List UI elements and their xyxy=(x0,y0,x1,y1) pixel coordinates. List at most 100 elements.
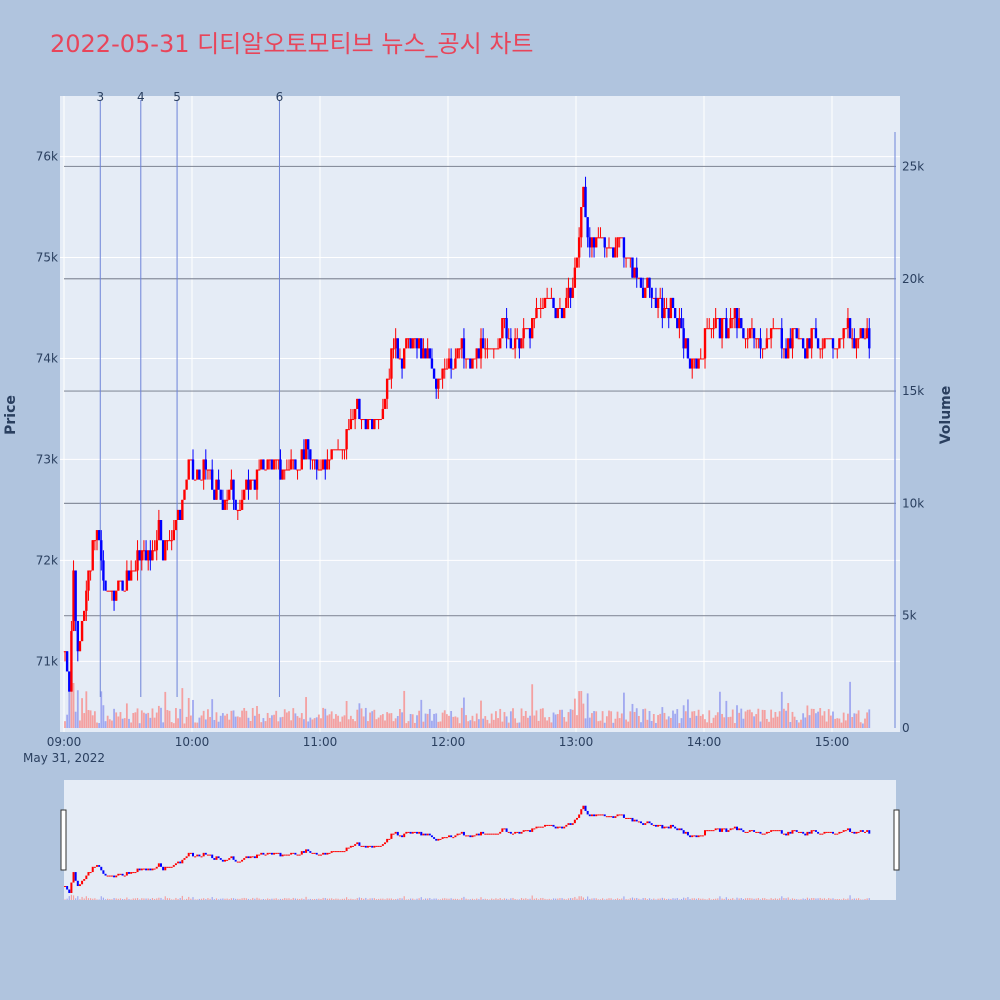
candle-body[interactable] xyxy=(262,459,265,470)
candle-body[interactable] xyxy=(537,308,540,309)
candle-body[interactable] xyxy=(507,338,510,340)
candle-body[interactable] xyxy=(413,338,417,340)
candle-body[interactable] xyxy=(136,550,139,571)
candle-body[interactable] xyxy=(697,358,700,369)
candle-body[interactable] xyxy=(394,338,397,349)
candle-body[interactable] xyxy=(144,550,148,561)
candle-body[interactable] xyxy=(737,318,741,329)
candle-body[interactable] xyxy=(684,338,687,349)
candle-body[interactable] xyxy=(97,530,101,541)
candle-body[interactable] xyxy=(217,479,220,490)
candle-body[interactable] xyxy=(213,489,216,500)
candle-body[interactable] xyxy=(569,287,572,298)
candle-body[interactable] xyxy=(364,419,367,430)
candle-body[interactable] xyxy=(767,338,771,340)
candle-body[interactable] xyxy=(695,358,698,369)
candle-body[interactable] xyxy=(567,287,570,298)
candle-body[interactable] xyxy=(533,318,536,320)
candle-body[interactable] xyxy=(385,378,389,399)
candle-body[interactable] xyxy=(170,540,173,542)
candle-body[interactable] xyxy=(204,459,207,470)
candle-body[interactable] xyxy=(599,237,602,239)
candle-body[interactable] xyxy=(816,338,820,349)
candle-body[interactable] xyxy=(422,348,425,359)
candle-body[interactable] xyxy=(518,338,521,349)
candle-body[interactable] xyxy=(641,287,645,298)
candle-body[interactable] xyxy=(481,338,485,349)
candle-body[interactable] xyxy=(554,308,557,319)
candle-body[interactable] xyxy=(358,398,361,420)
candle-body[interactable] xyxy=(838,338,841,349)
candle-body[interactable] xyxy=(243,489,246,500)
candle-body[interactable] xyxy=(744,338,747,340)
candle-body[interactable] xyxy=(351,419,355,421)
candle-body[interactable] xyxy=(424,348,427,359)
candle-body[interactable] xyxy=(264,469,267,471)
candle-body[interactable] xyxy=(121,580,124,591)
candle-body[interactable] xyxy=(447,358,451,369)
candle-body[interactable] xyxy=(467,358,470,360)
candle-body[interactable] xyxy=(787,338,790,359)
candle-body[interactable] xyxy=(667,308,670,319)
candle-body[interactable] xyxy=(571,287,574,298)
candle-body[interactable] xyxy=(159,520,163,541)
candle-body[interactable] xyxy=(292,459,295,461)
candle-body[interactable] xyxy=(435,378,438,389)
candle-body[interactable] xyxy=(716,318,719,320)
candle-body[interactable] xyxy=(494,348,498,350)
candle-body[interactable] xyxy=(432,368,436,379)
candle-body[interactable] xyxy=(356,398,359,409)
candle-body[interactable] xyxy=(390,348,393,379)
candle-body[interactable] xyxy=(388,378,391,380)
candle-body[interactable] xyxy=(603,237,606,248)
candle-body[interactable] xyxy=(379,419,382,421)
candle-body[interactable] xyxy=(462,338,466,359)
candle-body[interactable] xyxy=(326,459,329,470)
candle-body[interactable] xyxy=(490,348,493,350)
candle-body[interactable] xyxy=(833,348,837,350)
candle-body[interactable] xyxy=(403,348,406,369)
candle-body[interactable] xyxy=(119,580,122,582)
candle-body[interactable] xyxy=(140,550,143,561)
candle-body[interactable] xyxy=(277,459,280,461)
candle-body[interactable] xyxy=(469,358,472,369)
candle-body[interactable] xyxy=(294,459,297,470)
candle-body[interactable] xyxy=(332,449,335,451)
candle-body[interactable] xyxy=(381,408,385,420)
candle-body[interactable] xyxy=(650,287,653,298)
candle-body[interactable] xyxy=(607,247,611,249)
candle-body[interactable] xyxy=(247,479,250,490)
candle-body[interactable] xyxy=(187,459,190,480)
candle-body[interactable] xyxy=(334,449,338,451)
candle-body[interactable] xyxy=(189,459,193,461)
candle-body[interactable] xyxy=(622,237,626,258)
candle-body[interactable] xyxy=(166,540,169,542)
candle-body[interactable] xyxy=(620,237,623,239)
candle-body[interactable] xyxy=(196,469,199,480)
candle-body[interactable] xyxy=(300,449,303,470)
candle-body[interactable] xyxy=(439,378,442,380)
candle-body[interactable] xyxy=(735,308,739,329)
candle-body[interactable] xyxy=(353,408,357,420)
candle-body[interactable] xyxy=(454,358,457,369)
candle-body[interactable] xyxy=(729,318,732,329)
candle-body[interactable] xyxy=(193,479,197,481)
candle-body[interactable] xyxy=(375,419,378,421)
candle-body[interactable] xyxy=(840,338,843,340)
candle-body[interactable] xyxy=(339,449,342,451)
candle-body[interactable] xyxy=(181,499,184,520)
candle-body[interactable] xyxy=(287,469,291,471)
candle-body[interactable] xyxy=(83,610,86,621)
candle-body[interactable] xyxy=(686,338,690,359)
candle-body[interactable] xyxy=(74,570,77,621)
candle-body[interactable] xyxy=(723,318,726,320)
candle-body[interactable] xyxy=(302,449,306,460)
candle-body[interactable] xyxy=(85,590,88,611)
candle-body[interactable] xyxy=(789,338,792,349)
candle-body[interactable] xyxy=(548,297,551,299)
candle-body[interactable] xyxy=(488,348,491,350)
candle-body[interactable] xyxy=(283,469,286,471)
candle-body[interactable] xyxy=(76,620,79,652)
candle-body[interactable] xyxy=(793,328,796,330)
candle-body[interactable] xyxy=(676,318,679,329)
